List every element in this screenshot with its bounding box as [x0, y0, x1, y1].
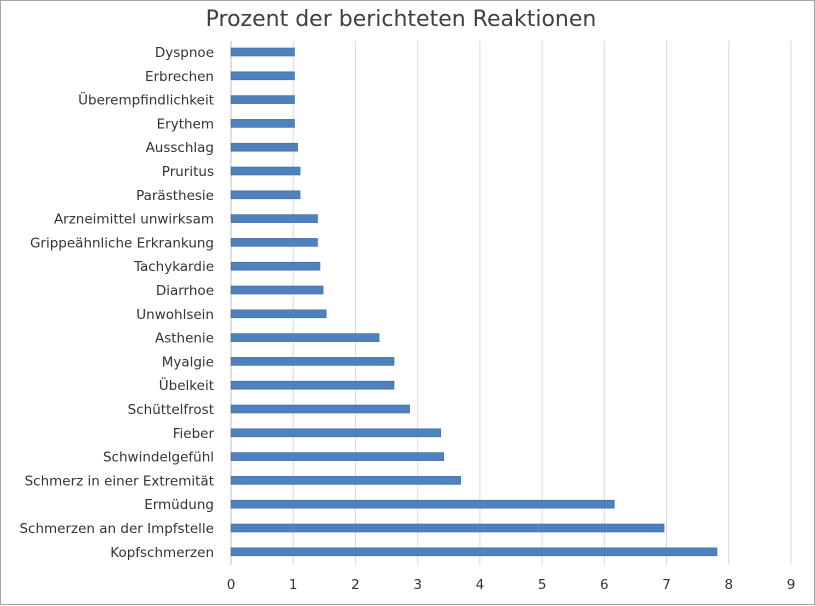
- bar: [230, 523, 665, 533]
- category-label: Arzneimittel unwirksam: [54, 212, 214, 228]
- x-tick-label: 7: [662, 577, 671, 593]
- x-tick-label: 4: [476, 577, 485, 593]
- category-label: Erbrechen: [145, 69, 214, 85]
- bar: [230, 476, 461, 485]
- category-label: Schwindelgefühl: [103, 450, 214, 466]
- bar: [230, 214, 318, 223]
- bar: [230, 238, 318, 247]
- bar: [230, 380, 395, 390]
- bar: [230, 357, 395, 366]
- category-label: Übelkeit: [159, 376, 214, 394]
- category-label: Schüttelfrost: [128, 402, 214, 418]
- category-label: Tachykardie: [133, 259, 214, 275]
- gridlines: [230, 41, 792, 565]
- bar: [230, 309, 327, 319]
- x-tick-label: 5: [538, 577, 547, 593]
- bar: [230, 333, 380, 342]
- x-tick-labels: 0 1 2 3 4 5 6 7 8 9: [227, 577, 796, 593]
- category-label: Diarrhoe: [156, 283, 214, 299]
- bar: [230, 285, 324, 295]
- bar: [230, 499, 615, 509]
- category-label: Schmerz in einer Extremität: [25, 473, 214, 489]
- category-label: Unwohlsein: [136, 307, 214, 323]
- category-label: Erythem: [157, 116, 214, 132]
- category-label: Schmerzen an der Impfstelle: [19, 521, 214, 537]
- bar: [230, 95, 295, 104]
- x-tick-label: 1: [289, 577, 298, 593]
- bar: [230, 47, 295, 57]
- category-label: Überempfindlichkeit: [78, 91, 214, 109]
- bar: [230, 190, 301, 200]
- category-label: Kopfschmerzen: [110, 545, 214, 561]
- bars: [230, 47, 718, 557]
- category-label: Grippeähnliche Erkrankung: [30, 235, 214, 251]
- bar: [230, 404, 410, 414]
- x-tick-label: 0: [227, 577, 236, 593]
- bar: [230, 547, 718, 557]
- x-tick-label: 6: [600, 577, 609, 593]
- category-label: Asthenie: [155, 331, 214, 347]
- category-label: Ausschlag: [146, 140, 214, 156]
- bar: [230, 71, 295, 81]
- bar: [230, 261, 321, 271]
- bar: [230, 142, 298, 152]
- category-label: Pruritus: [162, 164, 214, 180]
- category-label: Parästhesie: [136, 188, 214, 204]
- bar: [230, 452, 445, 461]
- category-label: Ermüdung: [144, 497, 214, 513]
- category-label: Myalgie: [162, 354, 214, 370]
- bar: [230, 166, 301, 176]
- chart-title: Prozent der berichteten Reaktionen: [205, 7, 597, 32]
- x-tick-label: 8: [724, 577, 733, 593]
- x-tick-label: 3: [413, 577, 422, 593]
- category-label: Dyspnoe: [155, 45, 214, 61]
- x-tick-label: 9: [787, 577, 796, 593]
- category-labels: Dyspnoe Erbrechen Überempfindlichkeit Eryth…: [19, 45, 214, 561]
- x-tick-label: 2: [351, 577, 360, 593]
- bar: [230, 428, 441, 438]
- bar: [230, 119, 295, 128]
- category-label: Fieber: [173, 426, 215, 442]
